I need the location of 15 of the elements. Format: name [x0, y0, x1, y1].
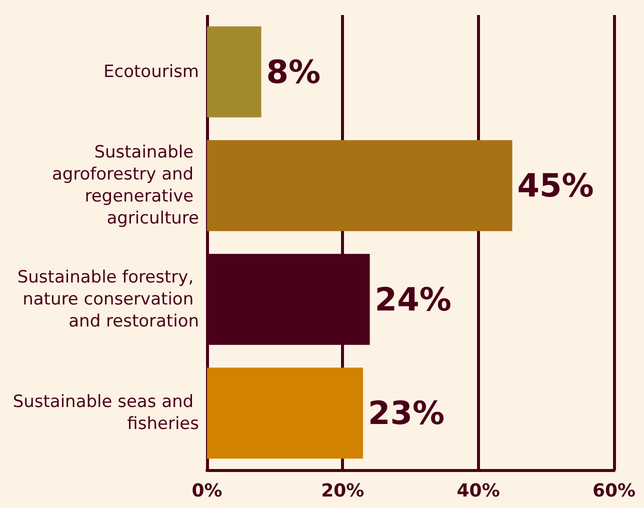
data-label: 8%: [266, 52, 321, 91]
y-tick-label: Ecotourism: [104, 62, 199, 82]
y-tick-label: Sustainable seas and fisheries: [12, 392, 200, 434]
bar: [207, 26, 262, 118]
data-label: 24%: [374, 280, 452, 318]
y-tick-label: Sustainable agroforestry and regenerative agriculture: [52, 142, 199, 229]
x-tick-label: 60%: [592, 480, 636, 502]
x-tick-label: 20%: [321, 480, 364, 502]
x-tick-label: 0%: [192, 480, 222, 502]
bar: [207, 140, 512, 232]
data-label: 45%: [517, 166, 594, 205]
x-tick-label: 40%: [456, 480, 500, 502]
bar: [207, 368, 364, 459]
y-tick-label: Sustainable forestry, nature conservation and restoration: [17, 267, 199, 332]
data-label: 23%: [368, 394, 445, 432]
